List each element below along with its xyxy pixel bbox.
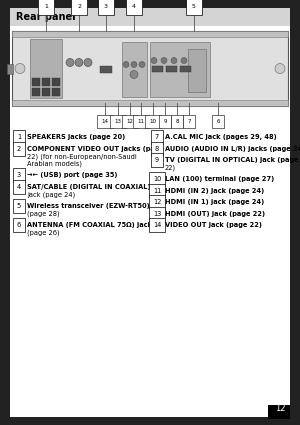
Text: ANTENNA (FM COAXIAL 75Ω) jack: ANTENNA (FM COAXIAL 75Ω) jack — [27, 221, 152, 227]
Text: 13: 13 — [153, 210, 161, 216]
Bar — [32, 78, 40, 86]
Text: 12: 12 — [275, 404, 286, 413]
Bar — [42, 88, 50, 96]
Text: 10: 10 — [153, 176, 161, 182]
Text: HDMI (IN 2) jack (page 24): HDMI (IN 2) jack (page 24) — [165, 187, 264, 193]
Circle shape — [181, 57, 187, 63]
Text: 12: 12 — [153, 199, 161, 205]
Circle shape — [130, 71, 138, 79]
Text: HDMI (OUT) jack (page 22): HDMI (OUT) jack (page 22) — [165, 210, 265, 216]
Text: 9: 9 — [163, 119, 167, 124]
Text: COMPONENT VIDEO OUT jacks (page: COMPONENT VIDEO OUT jacks (page — [27, 145, 164, 151]
Text: 14: 14 — [153, 222, 161, 228]
Text: 11: 11 — [137, 119, 145, 124]
Bar — [7, 63, 13, 74]
Text: 22): 22) — [165, 164, 176, 171]
Circle shape — [84, 59, 92, 66]
Bar — [10, 8, 290, 26]
Circle shape — [15, 63, 25, 74]
Text: A.CAL MIC jack (pages 29, 48): A.CAL MIC jack (pages 29, 48) — [165, 134, 277, 140]
Circle shape — [75, 59, 83, 66]
Text: 3: 3 — [104, 4, 108, 9]
Bar — [52, 78, 60, 86]
Text: 2: 2 — [77, 4, 81, 9]
Text: TV (DIGITAL IN OPTICAL) jack (page: TV (DIGITAL IN OPTICAL) jack (page — [165, 157, 298, 163]
Text: 1: 1 — [44, 4, 48, 9]
Text: 6: 6 — [17, 221, 21, 227]
Bar — [122, 42, 147, 97]
Text: 6: 6 — [216, 119, 220, 124]
Bar — [166, 65, 177, 71]
Text: 13: 13 — [115, 119, 122, 124]
Text: jack (page 24): jack (page 24) — [27, 191, 75, 198]
Bar — [150, 42, 210, 97]
Bar — [152, 65, 163, 71]
Text: SPEAKERS jacks (page 20): SPEAKERS jacks (page 20) — [27, 134, 125, 140]
Bar — [32, 88, 40, 96]
Bar — [12, 31, 288, 37]
Text: 14: 14 — [101, 119, 109, 124]
Text: (page 28): (page 28) — [27, 210, 60, 216]
Bar — [100, 65, 112, 73]
Text: SAT/CABLE (DIGITAL IN COAXIAL): SAT/CABLE (DIGITAL IN COAXIAL) — [27, 184, 151, 190]
Bar — [188, 49, 206, 92]
Text: LAN (100) terminal (page 27): LAN (100) terminal (page 27) — [165, 176, 274, 182]
Text: 4: 4 — [132, 4, 136, 9]
Circle shape — [131, 62, 137, 68]
Bar — [12, 100, 288, 106]
Bar — [30, 39, 62, 98]
Circle shape — [139, 62, 145, 68]
Bar — [42, 78, 50, 86]
Bar — [268, 405, 290, 419]
Circle shape — [66, 59, 74, 66]
Bar — [52, 88, 60, 96]
Text: 8: 8 — [175, 119, 179, 124]
Text: 12: 12 — [127, 119, 134, 124]
Text: 10: 10 — [149, 119, 157, 124]
Text: AUDIO (AUDIO IN L/R) jacks (page 24): AUDIO (AUDIO IN L/R) jacks (page 24) — [165, 145, 300, 151]
Bar — [12, 31, 288, 106]
Text: VIDEO OUT jack (page 22): VIDEO OUT jack (page 22) — [165, 222, 262, 228]
Text: 7: 7 — [187, 119, 191, 124]
Circle shape — [151, 57, 157, 63]
Text: 22) (for non-European/non-Saudi: 22) (for non-European/non-Saudi — [27, 153, 137, 159]
Circle shape — [123, 62, 129, 68]
Text: 5: 5 — [17, 202, 21, 209]
Circle shape — [275, 63, 285, 74]
Circle shape — [171, 57, 177, 63]
Text: Wireless transceiver (EZW-RT50) slot: Wireless transceiver (EZW-RT50) slot — [27, 202, 166, 209]
Text: 3: 3 — [17, 172, 21, 178]
Text: 2: 2 — [17, 145, 21, 151]
Text: (page 26): (page 26) — [27, 229, 60, 235]
Text: 5: 5 — [192, 4, 196, 9]
Text: 8: 8 — [155, 145, 159, 151]
Text: 1: 1 — [17, 134, 21, 140]
Text: 11: 11 — [153, 187, 161, 193]
Text: HDMI (IN 1) jack (page 24): HDMI (IN 1) jack (page 24) — [165, 199, 264, 205]
Text: Rear panel: Rear panel — [16, 12, 76, 22]
Text: 4: 4 — [17, 184, 21, 190]
Bar — [180, 65, 191, 71]
Circle shape — [161, 57, 167, 63]
Text: →← (USB) port (page 35): →← (USB) port (page 35) — [27, 172, 118, 178]
Text: 9: 9 — [155, 157, 159, 163]
Text: 7: 7 — [155, 134, 159, 140]
Text: Arabian models): Arabian models) — [27, 161, 82, 167]
